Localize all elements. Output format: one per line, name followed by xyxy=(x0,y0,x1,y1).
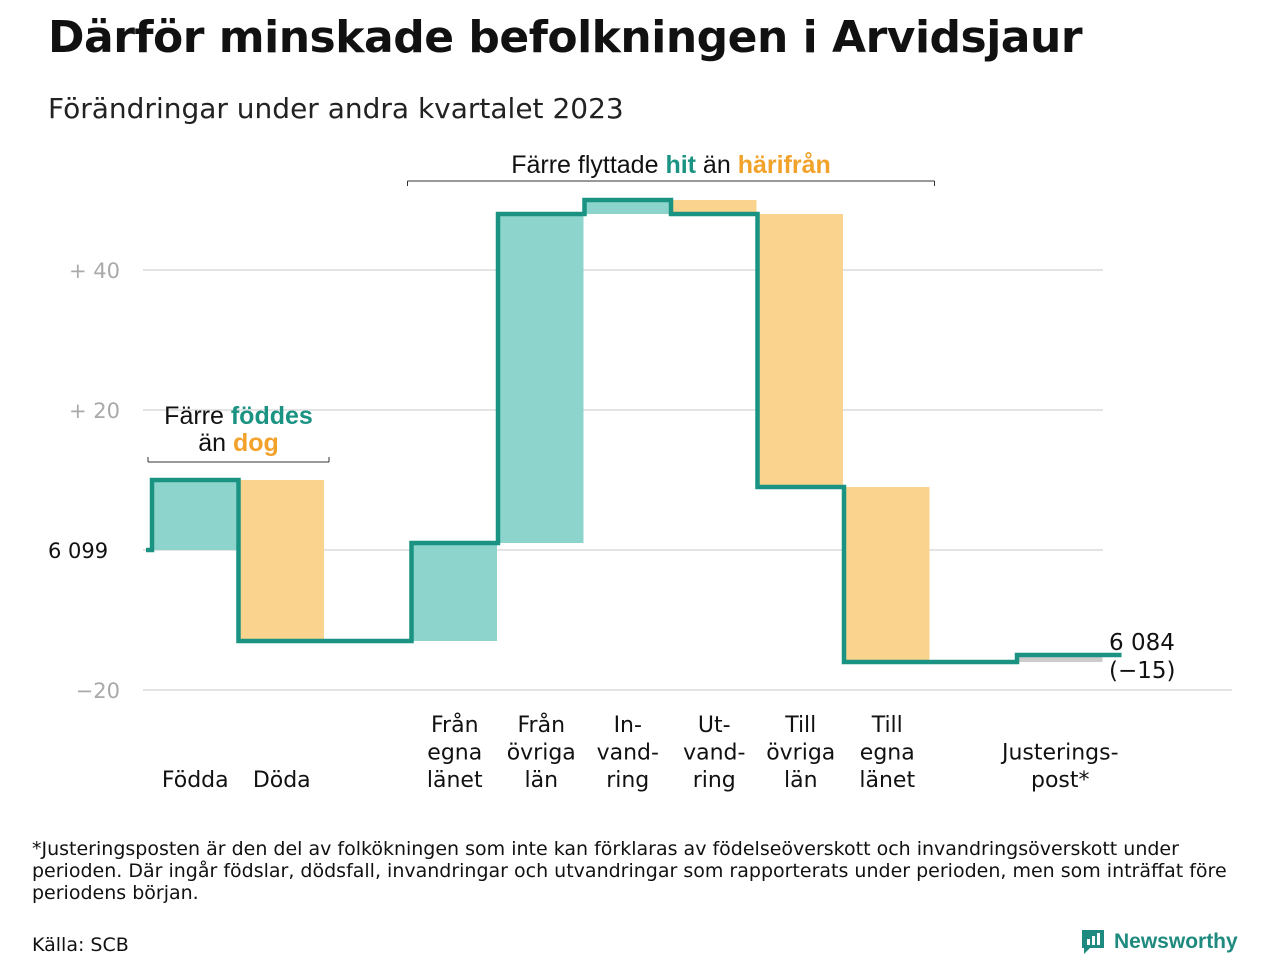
footnote: *Justeringsposten är den del av folkökni… xyxy=(32,838,1227,904)
bar-inflow xyxy=(499,214,584,543)
x-category-label-line: länet xyxy=(859,768,915,793)
bar-outflow xyxy=(845,487,930,662)
annotation-text: Färre xyxy=(164,402,231,430)
annotation-births-deaths-line2: än dog xyxy=(198,429,279,457)
x-category-label-line: Från xyxy=(431,712,479,738)
source-note: Källa: SCB xyxy=(32,934,129,956)
x-category-label-line: egna xyxy=(427,741,482,766)
y-tick-label: + 40 xyxy=(69,259,120,283)
x-category-label-line: Födda xyxy=(162,768,229,793)
x-category-label: Från övriga län xyxy=(507,712,576,793)
annotation-text: än xyxy=(198,429,233,457)
bar-inflow xyxy=(153,480,238,550)
x-category-label-line: post* xyxy=(1031,768,1090,793)
annotation-highlight-orange: dog xyxy=(233,429,279,457)
x-category-label-line: ring xyxy=(693,768,736,793)
x-category-label: Döda xyxy=(253,768,311,793)
grid-lines xyxy=(143,269,1232,691)
x-category-label-line: länet xyxy=(427,768,483,793)
cumulative-line xyxy=(146,197,1122,665)
x-category-label-line: Ut- xyxy=(698,713,731,738)
x-category-label-line: Från xyxy=(517,712,565,738)
y-tick-label-base: 6 099 xyxy=(48,539,108,563)
chart-title: Därför minskade befolkningen i Arvidsjau… xyxy=(48,12,1083,63)
x-category-label: Till övriga län xyxy=(766,713,835,793)
x-category-label-line: vand- xyxy=(683,741,745,766)
x-category-label-line: vand- xyxy=(597,741,659,766)
bar-adjustment xyxy=(1018,655,1103,662)
annotation-text: än xyxy=(696,151,738,179)
x-category-label-line: In- xyxy=(614,713,642,738)
x-category-label-line: län xyxy=(524,768,558,793)
end-value: 6 084 xyxy=(1109,630,1175,656)
x-category-label-line: Justerings- xyxy=(1000,741,1119,766)
x-category-label: Från egna länet xyxy=(427,712,483,793)
x-category-label-line: övriga xyxy=(766,741,835,766)
x-category-label: In-vand-ring xyxy=(597,713,659,793)
x-category-label-line: Döda xyxy=(253,768,311,793)
bar-outflow xyxy=(758,214,843,487)
cumulative-line-path xyxy=(146,197,1122,665)
end-value-label: 6 084 (−15) xyxy=(1109,630,1175,684)
x-category-label: Till egna länet xyxy=(859,713,915,793)
x-category-label-line: Till xyxy=(871,713,903,738)
bar-outflow xyxy=(239,480,324,641)
logo-text: Newsworthy xyxy=(1114,930,1238,953)
annotation-highlight-teal: föddes xyxy=(231,402,313,430)
annotation-highlight-orange: härifrån xyxy=(738,151,831,179)
x-category-label: Födda xyxy=(162,768,229,793)
bars xyxy=(153,200,1103,662)
annotation-text: Färre flyttade xyxy=(511,151,665,179)
x-category-label-line: Till xyxy=(784,713,816,738)
chart-subtitle: Förändringar under andra kvartalet 2023 xyxy=(48,92,624,125)
y-tick-label: + 20 xyxy=(69,399,120,423)
x-category-label-line: övriga xyxy=(507,741,576,766)
newsworthy-logo-icon xyxy=(1082,930,1104,954)
bar-inflow xyxy=(585,200,670,214)
y-tick-label: −20 xyxy=(76,679,120,703)
bar-outflow xyxy=(672,200,757,214)
x-category-label-line: ring xyxy=(606,768,649,793)
newsworthy-logo: Newsworthy xyxy=(1080,928,1238,956)
annotation-births-deaths-line1: Färre föddes xyxy=(164,402,313,430)
bar-inflow xyxy=(412,543,497,641)
end-change: (−15) xyxy=(1109,658,1175,684)
x-category-label-line: egna xyxy=(860,741,915,766)
x-category-label: Justerings-post* xyxy=(1000,741,1119,794)
x-category-label: Ut-vand-ring xyxy=(683,713,745,793)
x-category-label-line: län xyxy=(784,768,818,793)
annotation-migration: Färre flyttade hit än härifrån xyxy=(511,151,831,179)
annotation-highlight-teal: hit xyxy=(665,151,696,179)
